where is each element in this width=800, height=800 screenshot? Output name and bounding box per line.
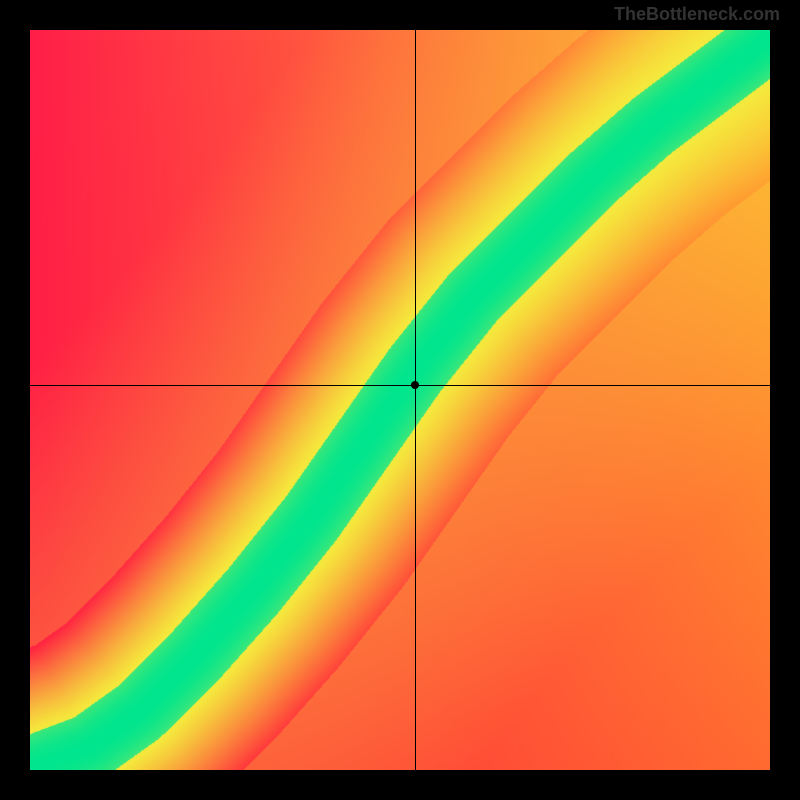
- crosshair-vertical: [415, 30, 416, 770]
- heatmap-canvas: [30, 30, 770, 770]
- crosshair-marker: [411, 381, 419, 389]
- crosshair-horizontal: [30, 385, 770, 386]
- heatmap-chart: [30, 30, 770, 770]
- watermark-text: TheBottleneck.com: [614, 4, 780, 25]
